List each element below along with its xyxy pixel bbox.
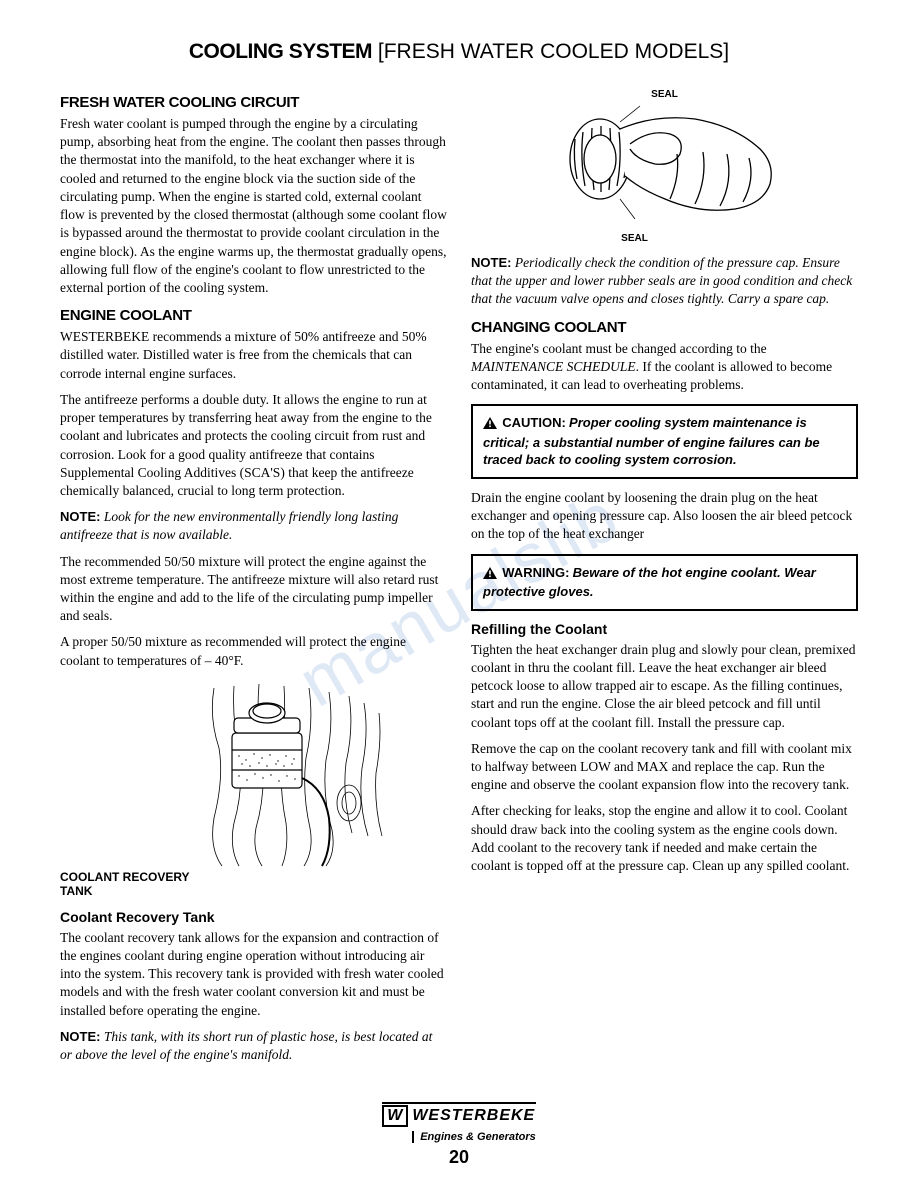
heading-engine-coolant: ENGINE COOLANT <box>60 307 447 324</box>
para-1: Fresh water coolant is pumped through th… <box>60 115 447 297</box>
figure-1-label: COOLANT RECOVERY TANK <box>60 870 447 899</box>
note-2-label: NOTE: <box>60 1029 100 1044</box>
para-5: A proper 50/50 mixture as recommended wi… <box>60 633 447 669</box>
note-1-label: NOTE: <box>60 509 100 524</box>
seal-label-bottom: SEAL <box>621 233 648 244</box>
note-3-body: Periodically check the condition of the … <box>471 255 852 306</box>
caution-lead: CAUTION: <box>502 415 566 430</box>
heading-fresh-water: FRESH WATER COOLING CIRCUIT <box>60 94 447 111</box>
figure-pressure-cap <box>471 104 858 224</box>
note-2-body: This tank, with its short run of plastic… <box>60 1029 432 1062</box>
fig1-label-2: TANK <box>60 884 92 898</box>
heading-changing-coolant: CHANGING COOLANT <box>471 319 858 336</box>
note-1-body: Look for the new environmentally friendl… <box>60 509 398 542</box>
para-3: The antifreeze performs a double duty. I… <box>60 391 447 500</box>
para-6: The coolant recovery tank allows for the… <box>60 929 447 1020</box>
footer-logo: WWESTERBEKE Engines & Generators <box>382 1102 536 1145</box>
page-number: 20 <box>60 1147 858 1168</box>
footer: WWESTERBEKE Engines & Generators 20 <box>60 1102 858 1168</box>
seal-label-top: SEAL <box>651 89 678 100</box>
page-title: COOLING SYSTEM [FRESH WATER COOLED MODEL… <box>60 40 858 64</box>
note-2: NOTE: This tank, with its short run of p… <box>60 1028 447 1064</box>
note-1: NOTE: Look for the new environmentally f… <box>60 508 447 544</box>
heading-refilling: Refilling the Coolant <box>471 621 858 637</box>
footer-tag-wrap: Engines & Generators <box>382 1127 536 1145</box>
para-7: The engine's coolant must be changed acc… <box>471 340 858 395</box>
warning-icon-2 <box>483 566 497 584</box>
title-bold: COOLING SYSTEM <box>189 40 372 63</box>
title-rest: [FRESH WATER COOLED MODELS] <box>372 40 729 63</box>
para-4: The recommended 50/50 mixture will prote… <box>60 553 447 626</box>
para-9: Tighten the heat exchanger drain plug an… <box>471 641 858 732</box>
caution-box: CAUTION: Proper cooling system maintenan… <box>471 404 858 479</box>
para-10: Remove the cap on the coolant recovery t… <box>471 740 858 795</box>
right-column: SEAL <box>471 84 858 1072</box>
columns: FRESH WATER COOLING CIRCUIT Fresh water … <box>60 84 858 1072</box>
heading-recovery-tank: Coolant Recovery Tank <box>60 909 447 925</box>
footer-tag: Engines & Generators <box>412 1131 536 1143</box>
para-2: WESTERBEKE recommends a mixture of 50% a… <box>60 328 447 383</box>
footer-brand: WWESTERBEKE <box>382 1102 536 1127</box>
left-column: FRESH WATER COOLING CIRCUIT Fresh water … <box>60 84 447 1072</box>
warning-icon <box>483 416 497 434</box>
footer-brand-icon: W <box>382 1105 408 1127</box>
footer-brand-text: WESTERBEKE <box>412 1107 535 1124</box>
para-11: After checking for leaks, stop the engin… <box>471 802 858 875</box>
para-8: Drain the engine coolant by loosening th… <box>471 489 858 544</box>
figure-recovery-tank <box>60 678 447 868</box>
warning-lead: WARNING: <box>502 565 569 580</box>
page-content: COOLING SYSTEM [FRESH WATER COOLED MODEL… <box>60 40 858 1168</box>
fig1-label-1: COOLANT RECOVERY <box>60 870 190 884</box>
warning-box: WARNING: Beware of the hot engine coolan… <box>471 554 858 611</box>
note-3-label: NOTE: <box>471 255 511 270</box>
note-3: NOTE: Periodically check the condition o… <box>471 254 858 309</box>
